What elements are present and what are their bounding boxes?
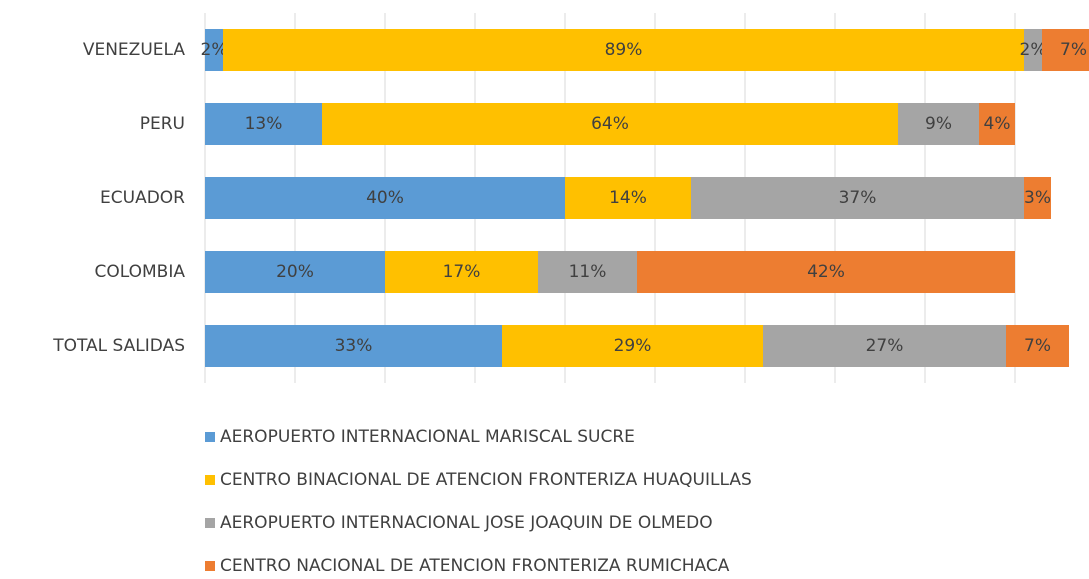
- data-label: 7%: [1024, 336, 1051, 356]
- data-label: 17%: [443, 262, 481, 282]
- data-label: 7%: [1060, 40, 1087, 60]
- data-label: 2%: [1020, 40, 1047, 60]
- bar-segment: [205, 103, 322, 145]
- data-label: 64%: [591, 114, 629, 134]
- data-label: 2%: [201, 40, 228, 60]
- bar-segment: [223, 29, 1024, 71]
- data-label: 37%: [839, 188, 877, 208]
- data-label: 89%: [605, 40, 643, 60]
- bar-segment: [322, 103, 898, 145]
- bar-segment: [1024, 29, 1042, 71]
- bar-segment: [385, 251, 538, 293]
- data-label: 40%: [366, 188, 404, 208]
- y-tick-label: PERU: [140, 114, 185, 134]
- bar-segment: [898, 103, 979, 145]
- y-tick-label: ECUADOR: [100, 188, 185, 208]
- data-label: 42%: [807, 262, 845, 282]
- legend-swatch: [205, 432, 215, 442]
- data-label: 11%: [569, 262, 607, 282]
- bar-segment: [1006, 325, 1069, 367]
- legend-label: CENTRO BINACIONAL DE ATENCION FRONTERIZA…: [220, 470, 752, 490]
- bar-segment: [205, 325, 502, 367]
- bar-segment: [979, 103, 1015, 145]
- bar-segment: [565, 177, 691, 219]
- legend-swatch: [205, 475, 215, 485]
- bar-segment: [205, 29, 223, 71]
- data-label: 14%: [609, 188, 647, 208]
- bar-segment: [502, 325, 763, 367]
- legend-label: AEROPUERTO INTERNACIONAL JOSE JOAQUIN DE…: [220, 513, 713, 533]
- y-tick-label: COLOMBIA: [95, 262, 186, 282]
- bar-segment: [637, 251, 1015, 293]
- data-label: 33%: [335, 336, 373, 356]
- legend-label: AEROPUERTO INTERNACIONAL MARISCAL SUCRE: [220, 427, 635, 447]
- bar-segment: [205, 177, 565, 219]
- y-tick-label: TOTAL SALIDAS: [52, 336, 185, 356]
- data-label: 4%: [984, 114, 1011, 134]
- data-label: 27%: [866, 336, 904, 356]
- bar-segment: [205, 251, 385, 293]
- bar-segment: [1042, 29, 1089, 71]
- data-label: 3%: [1024, 188, 1051, 208]
- data-label: 13%: [245, 114, 283, 134]
- data-label: 20%: [276, 262, 314, 282]
- legend-swatch: [205, 518, 215, 528]
- bar-segment: [1024, 177, 1051, 219]
- legend-label: CENTRO NACIONAL DE ATENCION FRONTERIZA R…: [220, 556, 730, 576]
- bar-segment: [538, 251, 637, 293]
- legend-swatch: [205, 561, 215, 571]
- data-label: 9%: [925, 114, 952, 134]
- data-label: 29%: [614, 336, 652, 356]
- bar-segment: [691, 177, 1024, 219]
- bar-segment: [763, 325, 1006, 367]
- y-tick-label: VENEZUELA: [83, 40, 186, 60]
